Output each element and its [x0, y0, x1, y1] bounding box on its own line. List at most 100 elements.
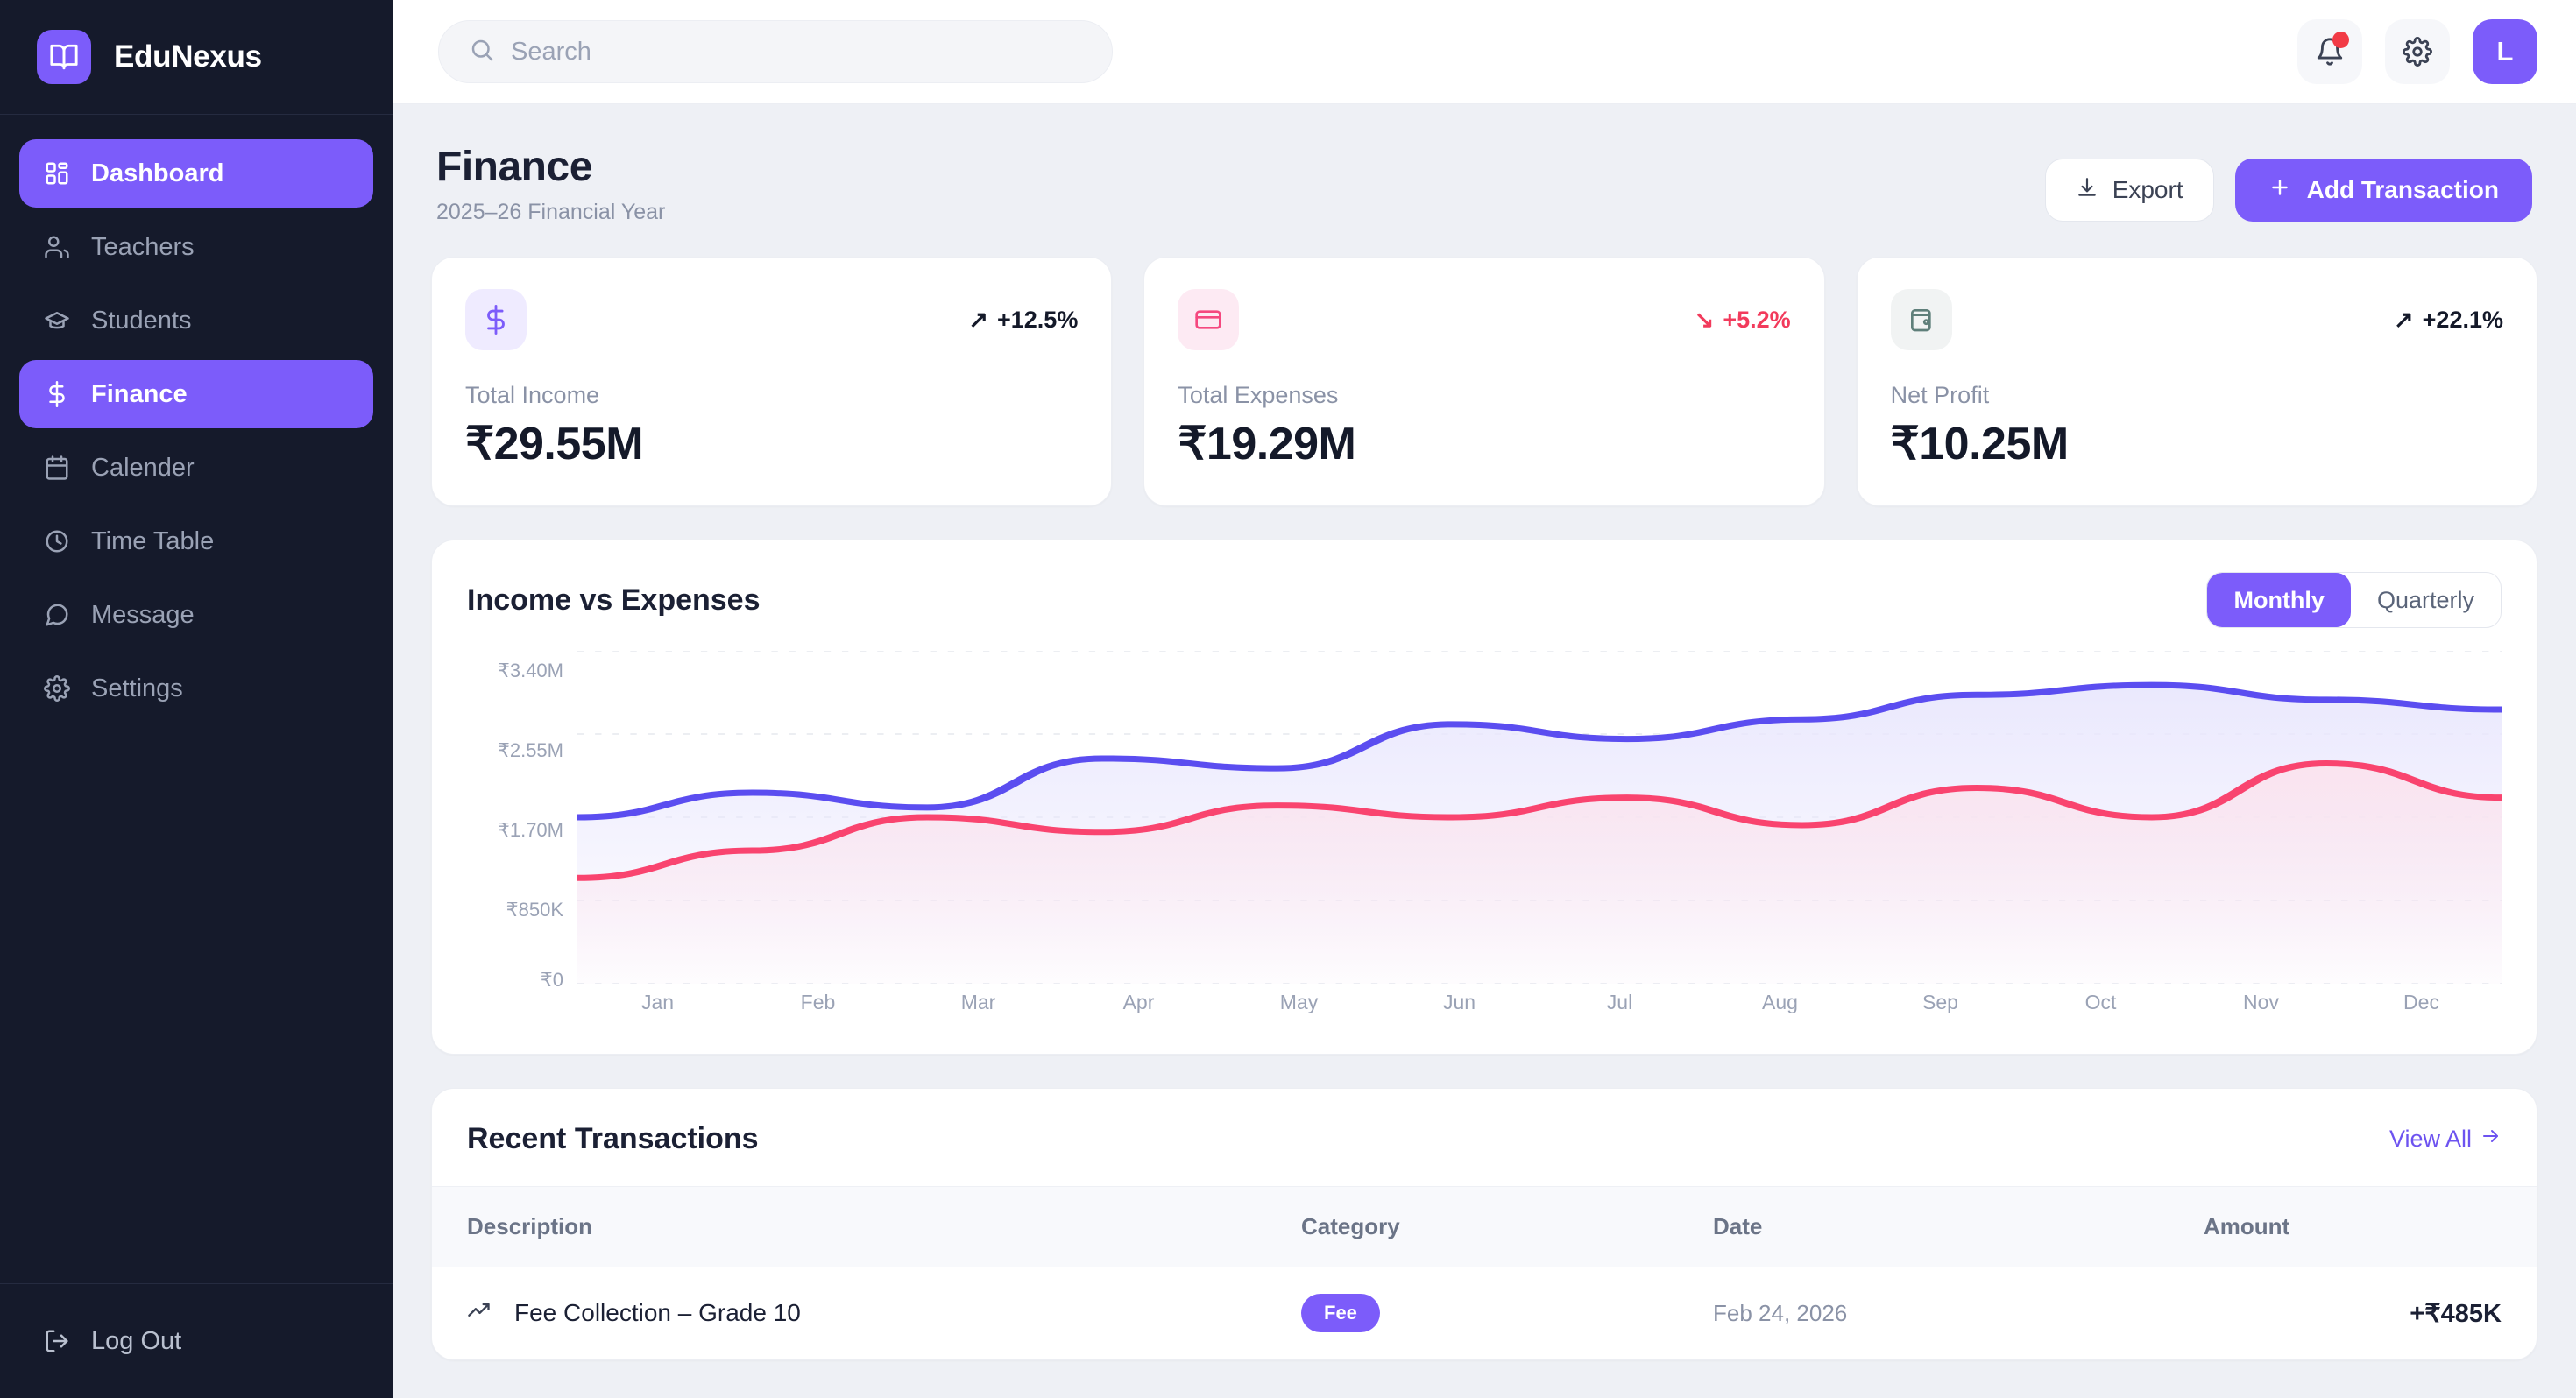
- table-row[interactable]: Fee Collection – Grade 10 Fee Feb 24, 20…: [432, 1267, 2537, 1359]
- chat-icon: [42, 600, 72, 630]
- avatar[interactable]: L: [2473, 19, 2537, 84]
- chart-period-toggle: Monthly Quarterly: [2206, 572, 2502, 628]
- sidebar-item-label: Time Table: [91, 526, 215, 555]
- recent-transactions-card: Recent Transactions View All Description…: [431, 1088, 2537, 1360]
- logout-section: Log Out: [0, 1283, 393, 1398]
- page-actions: Export Add Transaction: [2044, 143, 2532, 222]
- users-icon: [42, 232, 72, 262]
- sidebar-item-finance[interactable]: Finance: [19, 360, 373, 428]
- cell-date: Feb 24, 2026: [1678, 1267, 2169, 1359]
- view-all-label: View All: [2388, 1126, 2472, 1152]
- page-heading-group: Finance 2025–26 Financial Year: [436, 143, 665, 225]
- sidebar-item-label: Students: [91, 306, 192, 335]
- sidebar-item-label: Settings: [91, 674, 183, 703]
- log-out-icon: [42, 1326, 72, 1356]
- notifications-button[interactable]: [2297, 19, 2362, 84]
- stat-card-top: ↗ +12.5%: [465, 289, 1078, 350]
- settings-button[interactable]: [2385, 19, 2450, 84]
- stat-value: ₹10.25M: [1890, 419, 2070, 470]
- income-vs-expenses-chart-card: Income vs Expenses Monthly Quarterly ₹3.…: [431, 540, 2537, 1055]
- sidebar-item-teachers[interactable]: Teachers: [19, 213, 373, 281]
- page-title: Finance: [436, 144, 592, 190]
- stat-card-net-profit: ↗ +22.1% Net Profit ₹10.25M: [1856, 257, 2537, 506]
- gear-icon: [42, 674, 72, 703]
- brand-name: EduNexus: [114, 39, 262, 74]
- table-header-row: Description Category Date Amount: [432, 1186, 2537, 1267]
- wallet-icon: [1890, 289, 1952, 350]
- status-badge: ↘ +5.2%: [1695, 307, 1791, 334]
- view-all-link[interactable]: View All: [2389, 1126, 2502, 1153]
- toggle-option-monthly[interactable]: Monthly: [2207, 573, 2351, 627]
- transaction-date: Feb 24, 2026: [1713, 1300, 1848, 1326]
- calendar-icon: [42, 453, 72, 483]
- sidebar-item-label: Message: [91, 600, 195, 629]
- page-header: Finance 2025–26 Financial Year Export: [431, 104, 2537, 225]
- x-tick-label: Jun: [1442, 991, 1476, 1013]
- trending-up-icon: [467, 1298, 492, 1329]
- stat-delta-value: +12.5%: [997, 306, 1079, 333]
- y-tick-label: ₹0: [540, 969, 563, 992]
- sidebar-item-students[interactable]: Students: [19, 286, 373, 355]
- chart-plot-area: ₹3.40M ₹2.55M ₹1.70M ₹850K ₹0 Jan Feb Ma…: [467, 651, 2502, 1027]
- status-badge: ↗ +12.5%: [968, 307, 1078, 334]
- chart-header: Income vs Expenses Monthly Quarterly: [467, 572, 2502, 628]
- trend-arrow-up-icon: ↗: [2394, 306, 2414, 333]
- x-tick-label: Nov: [2243, 991, 2279, 1013]
- transaction-description-label: Fee Collection – Grade 10: [514, 1299, 801, 1326]
- table-header: Description Category Date Amount: [432, 1186, 2537, 1267]
- y-tick-label: ₹850K: [506, 899, 563, 921]
- search-input[interactable]: [511, 37, 1082, 67]
- notification-badge: [2332, 32, 2349, 48]
- x-tick-label: Jan: [640, 991, 675, 1013]
- x-tick-label: Sep: [1922, 991, 1958, 1013]
- table-body: Fee Collection – Grade 10 Fee Feb 24, 20…: [432, 1267, 2537, 1359]
- logout-label: Log Out: [91, 1326, 182, 1355]
- transactions-header: Recent Transactions View All: [432, 1089, 2537, 1186]
- category-pill: Fee: [1301, 1294, 1380, 1332]
- stat-card-total-expenses: ↘ +5.2% Total Expenses ₹19.29M: [1143, 257, 1825, 506]
- x-tick-label: Dec: [2403, 991, 2439, 1013]
- sidebar: EduNexus Dashboard Teachers Students: [0, 0, 393, 1398]
- graduation-cap-icon: [42, 306, 72, 335]
- x-tick-label: Aug: [1762, 991, 1798, 1013]
- credit-card-icon: [1178, 289, 1240, 350]
- column-header-category: Category: [1266, 1186, 1678, 1267]
- chart-y-axis: ₹3.40M ₹2.55M ₹1.70M ₹850K ₹0: [467, 651, 563, 991]
- stat-label: Net Profit: [1890, 382, 1990, 408]
- sidebar-item-message[interactable]: Message: [19, 581, 373, 649]
- search-box[interactable]: [438, 20, 1113, 83]
- sidebar-item-label: Finance: [91, 379, 188, 408]
- main-area: L Finance 2025–26 Financial Year Export: [393, 0, 2576, 1398]
- toggle-option-quarterly[interactable]: Quarterly: [2376, 586, 2474, 613]
- y-tick-label: ₹1.70M: [497, 819, 563, 842]
- download-icon: [2076, 176, 2098, 205]
- bell-icon: [2317, 38, 2343, 66]
- sidebar-item-time-table[interactable]: Time Table: [19, 507, 373, 575]
- stat-value: ₹19.29M: [1178, 419, 1356, 470]
- gear-icon: [2403, 37, 2432, 67]
- logout-button[interactable]: Log Out: [19, 1314, 373, 1368]
- sidebar-item-calender[interactable]: Calender: [19, 434, 373, 502]
- export-label: Export: [2112, 176, 2183, 203]
- transaction-description: Fee Collection – Grade 10: [467, 1298, 1231, 1329]
- topbar: L: [393, 0, 2576, 104]
- sidebar-item-label: Calender: [91, 453, 195, 482]
- book-open-icon: [37, 30, 91, 84]
- chart-canvas: [577, 651, 2502, 984]
- brand: EduNexus: [0, 0, 393, 115]
- clock-icon: [42, 526, 72, 556]
- export-button[interactable]: Export: [2044, 159, 2214, 222]
- column-header-amount: Amount: [2169, 1186, 2537, 1267]
- stat-delta-value: +5.2%: [1723, 306, 1791, 333]
- grid-icon: [42, 159, 72, 188]
- sidebar-item-dashboard[interactable]: Dashboard: [19, 139, 373, 208]
- sidebar-item-settings[interactable]: Settings: [19, 654, 373, 723]
- chart-title: Income vs Expenses: [467, 582, 761, 617]
- content: Finance 2025–26 Financial Year Export: [393, 104, 2576, 1398]
- add-transaction-label: Add Transaction: [2306, 176, 2499, 203]
- stat-card-top: ↗ +22.1%: [1890, 289, 2503, 350]
- column-header-description: Description: [432, 1186, 1266, 1267]
- add-transaction-button[interactable]: Add Transaction: [2234, 159, 2532, 222]
- x-tick-label: Feb: [800, 991, 836, 1013]
- dollar-icon: [42, 379, 72, 409]
